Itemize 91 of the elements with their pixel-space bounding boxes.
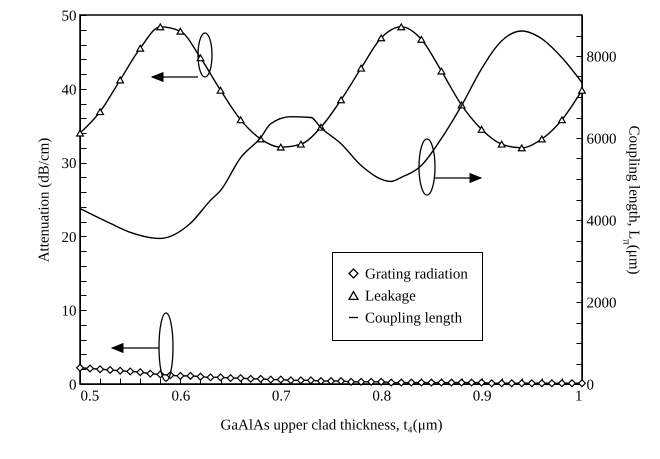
point (518, 379, 526, 388)
x-tick-label: 0.6 (172, 388, 191, 404)
point (437, 68, 446, 75)
point (568, 379, 576, 388)
point (196, 372, 204, 381)
point (136, 368, 144, 376)
y-tick-label: 50 (62, 8, 76, 24)
y2-tick-label: 0 (586, 378, 594, 394)
point (106, 366, 114, 374)
point (256, 374, 265, 383)
point (347, 378, 356, 386)
point (448, 378, 456, 386)
point (96, 365, 104, 374)
y-tick-label: 10 (62, 304, 76, 320)
point (337, 377, 345, 385)
point (286, 376, 295, 384)
point (377, 34, 386, 42)
x-tick-label: 0.5 (80, 388, 100, 404)
point (337, 96, 345, 104)
point (377, 378, 386, 386)
x-tick-label: 0.9 (472, 388, 492, 404)
legend-label: Leakage (365, 288, 416, 304)
point (468, 378, 476, 386)
point (357, 64, 366, 72)
point (548, 379, 556, 388)
point (156, 23, 164, 30)
point (397, 378, 406, 386)
x-tick-label: 0.8 (372, 388, 392, 404)
point (427, 378, 436, 386)
point (276, 376, 285, 384)
point (236, 374, 245, 382)
point (176, 372, 184, 380)
y2-tick-label: 2000 (586, 296, 616, 312)
legend-label: Coupling length (365, 310, 463, 326)
point (296, 376, 305, 384)
point (498, 140, 506, 148)
point (478, 126, 486, 133)
point (86, 364, 94, 372)
x-tick-label: 1 (575, 388, 582, 404)
y-tick-label: 30 (62, 156, 76, 172)
y-tick-label: 0 (69, 378, 76, 394)
point (417, 378, 426, 386)
point (76, 364, 84, 372)
point (397, 23, 406, 30)
point (176, 28, 184, 35)
point (518, 144, 526, 152)
y-tick-label: 20 (62, 230, 76, 246)
point (266, 376, 275, 384)
point (296, 140, 305, 148)
point (246, 374, 255, 383)
point (236, 116, 245, 124)
point (116, 366, 124, 375)
point (327, 377, 335, 385)
point (146, 370, 154, 378)
point (458, 378, 466, 386)
point (498, 379, 506, 388)
y2-tick-label: 6000 (586, 132, 616, 148)
point (357, 378, 366, 386)
point (407, 378, 416, 386)
point (186, 372, 194, 380)
point (226, 374, 235, 382)
point (478, 378, 486, 386)
point (538, 379, 546, 388)
point (216, 86, 225, 94)
point (216, 373, 225, 382)
point (417, 36, 426, 43)
point (276, 144, 285, 151)
point (317, 377, 325, 385)
point (387, 378, 396, 386)
y2-tick-label: 4000 (586, 214, 616, 230)
point (126, 368, 134, 376)
point (367, 378, 376, 386)
x-tick-label: 0.7 (272, 388, 292, 404)
point (136, 44, 144, 52)
point (578, 379, 586, 388)
y-axis-title: Attenuation (dB/cm) (36, 138, 52, 262)
point (508, 379, 516, 388)
point (558, 379, 566, 388)
point (488, 379, 496, 388)
x-axis-title: GaAlAs upper clad thickness, t₄(μm) (220, 418, 442, 434)
point (528, 379, 536, 388)
point (538, 135, 546, 142)
point (437, 378, 446, 386)
point (558, 116, 566, 124)
legend-label: Grating radiation (365, 266, 468, 282)
point (206, 373, 214, 382)
y2-tick-label: 8000 (586, 50, 616, 66)
point (96, 108, 104, 116)
point (116, 76, 124, 84)
point (306, 376, 315, 384)
y-tick-label: 40 (62, 82, 76, 98)
